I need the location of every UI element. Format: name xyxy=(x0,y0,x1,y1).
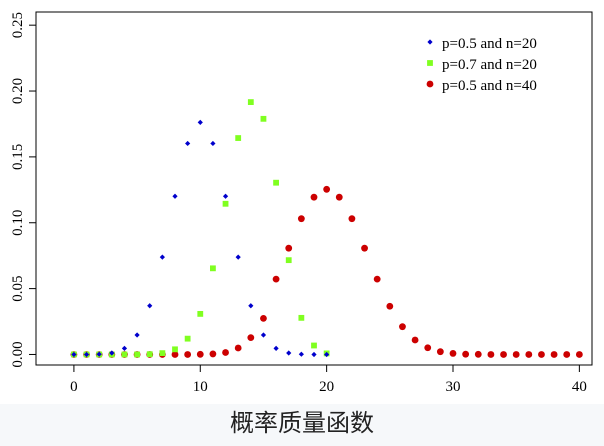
data-point xyxy=(159,350,166,357)
data-point xyxy=(373,275,381,283)
legend-label: p=0.7 and n=20 xyxy=(442,57,537,73)
y-tick-label: 0.20 xyxy=(10,78,26,104)
data-point xyxy=(286,350,292,356)
y-tick-label: 0.10 xyxy=(10,210,26,236)
data-point xyxy=(449,350,457,357)
data-point xyxy=(335,193,343,201)
data-point xyxy=(248,303,254,309)
legend-marker xyxy=(427,39,433,45)
data-point xyxy=(109,350,115,356)
data-point xyxy=(121,345,128,352)
data-point xyxy=(487,351,495,358)
data-point xyxy=(311,342,317,349)
data-point xyxy=(159,254,165,260)
data-point xyxy=(323,185,331,193)
data-point xyxy=(311,351,317,358)
x-tick-label: 20 xyxy=(319,379,334,395)
data-point xyxy=(297,215,305,223)
data-point xyxy=(247,334,255,342)
data-point xyxy=(310,193,318,201)
data-point xyxy=(324,351,330,358)
chart-caption: 概率质量函数 xyxy=(230,409,374,437)
axes: 0 10 20 30 40 0.00 0.05 0.10 0.15 0.20 0.25 xyxy=(10,12,587,395)
data-point xyxy=(210,265,216,272)
data-point xyxy=(121,351,128,358)
data-point xyxy=(209,350,217,358)
data-point xyxy=(210,140,216,147)
data-point xyxy=(171,351,179,358)
data-point xyxy=(361,244,368,252)
data-point xyxy=(147,303,153,309)
data-point xyxy=(500,351,507,358)
data-point xyxy=(235,135,242,141)
data-point xyxy=(550,351,558,358)
data-point xyxy=(184,351,192,358)
data-point xyxy=(298,314,305,321)
data-point xyxy=(386,302,394,310)
x-tick-label: 30 xyxy=(446,379,461,395)
data-point xyxy=(146,351,153,358)
legend: p=0.5 and n=20 p=0.7 and n=20 p=0.5 and n=… xyxy=(426,36,537,94)
data-point xyxy=(134,351,140,358)
data-point xyxy=(222,349,229,356)
data-point xyxy=(348,215,356,223)
plot-frame xyxy=(35,11,593,366)
data-point xyxy=(235,254,241,260)
data-point xyxy=(272,275,280,283)
data-point xyxy=(298,351,304,357)
data-point xyxy=(83,351,90,358)
data-point xyxy=(474,350,482,358)
series-2 xyxy=(71,99,330,358)
data-point xyxy=(222,200,229,207)
data-point xyxy=(538,351,545,358)
data-point xyxy=(273,179,279,186)
data-point xyxy=(260,314,267,322)
data-point xyxy=(462,350,470,358)
y-tick-label: 0.05 xyxy=(10,275,26,301)
data-point xyxy=(172,346,178,353)
data-point xyxy=(247,99,254,105)
data-point xyxy=(234,344,242,352)
data-point xyxy=(273,345,279,352)
series-1 xyxy=(71,119,330,358)
x-tick-label: 40 xyxy=(572,379,587,395)
y-tick-label: 0.25 xyxy=(10,12,26,38)
legend-marker xyxy=(427,60,433,66)
data-point xyxy=(222,193,229,199)
chart-marks xyxy=(70,99,583,358)
data-point xyxy=(399,323,406,331)
data-point xyxy=(196,350,204,358)
data-point xyxy=(172,193,178,199)
y-tick-label: 0.15 xyxy=(10,144,26,170)
data-point xyxy=(260,332,267,338)
data-point xyxy=(185,140,191,147)
x-tick-label: 0 xyxy=(70,379,78,395)
x-tick-label: 10 xyxy=(193,379,208,395)
data-point xyxy=(575,351,583,358)
data-point xyxy=(424,344,432,352)
data-point xyxy=(197,119,203,125)
data-point xyxy=(563,351,571,358)
data-point xyxy=(96,351,102,357)
legend-label: p=0.5 and n=40 xyxy=(442,78,537,94)
series-3 xyxy=(70,185,583,358)
data-point xyxy=(285,244,293,252)
data-point xyxy=(525,351,533,358)
chart-area: 0 10 20 30 40 0.00 0.05 0.10 0.15 0.20 0.25 p=0.5 … xyxy=(10,11,593,395)
data-point xyxy=(436,348,444,356)
data-point xyxy=(411,336,419,344)
data-point xyxy=(197,310,204,317)
data-point xyxy=(134,332,140,338)
data-point xyxy=(512,351,520,358)
pmf-scatter-chart: 0 10 20 30 40 0.00 0.05 0.10 0.15 0.20 0.25 p=0.5 … xyxy=(10,11,593,395)
data-point xyxy=(184,335,191,342)
data-point xyxy=(71,351,77,358)
legend-marker xyxy=(426,80,434,88)
y-tick-label: 0.00 xyxy=(10,341,26,367)
data-point xyxy=(260,115,267,122)
legend-label: p=0.5 and n=20 xyxy=(442,36,537,52)
data-point xyxy=(285,257,292,264)
